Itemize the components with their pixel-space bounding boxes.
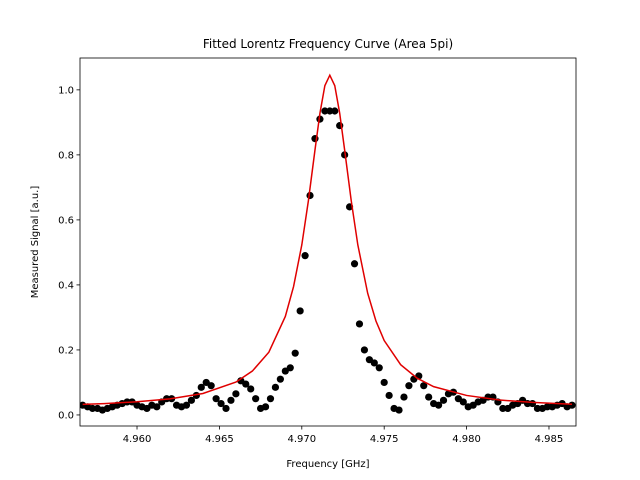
data-point (420, 382, 428, 390)
data-point (197, 383, 205, 391)
data-point (568, 401, 576, 409)
data-point (533, 404, 542, 413)
plot-area (80, 73, 576, 414)
data-point (296, 307, 304, 315)
data-point (355, 320, 364, 328)
data-point (252, 395, 260, 403)
data-point (439, 396, 448, 404)
y-tick-label: 0.2 (58, 345, 74, 356)
data-point (499, 404, 507, 413)
fit-curve (82, 73, 573, 406)
data-point (459, 398, 467, 406)
data-point (266, 395, 275, 403)
y-tick-label: 1.0 (58, 85, 74, 96)
x-tick-label: 4.965 (205, 434, 234, 445)
data-point (276, 375, 284, 383)
data-point (301, 252, 309, 260)
data-point (247, 385, 255, 393)
data-point (405, 382, 413, 390)
data-point (425, 393, 433, 401)
data-point (242, 380, 250, 388)
data-point (321, 107, 329, 115)
axes-frame (79, 57, 577, 427)
data-point (88, 404, 97, 413)
data-point (331, 107, 339, 115)
data-point (222, 404, 230, 413)
data-point (207, 382, 215, 390)
data-point (350, 260, 359, 268)
x-tick-label: 4.960 (123, 434, 152, 445)
data-point (227, 396, 235, 404)
data-point (212, 395, 220, 403)
x-tick-label: 4.980 (452, 434, 481, 445)
data-point (153, 403, 161, 411)
data-point (400, 393, 408, 401)
y-tick-label: 0.6 (58, 215, 74, 226)
data-point (291, 349, 299, 357)
data-point (360, 346, 369, 354)
data-point (271, 383, 280, 391)
y-axis-label: Measured Signal [a.u.] (30, 186, 41, 299)
x-axis-label: Frequency [GHz] (286, 459, 369, 470)
data-point (232, 390, 240, 398)
data-point (395, 406, 403, 414)
x-tick-label: 4.975 (370, 434, 399, 445)
chart-title: Fitted Lorentz Frequency Curve (Area 5pi… (203, 37, 453, 51)
data-point (316, 115, 324, 123)
data-point (182, 401, 191, 409)
data-point (434, 401, 443, 409)
data-point (286, 364, 294, 372)
data-point (326, 107, 334, 115)
data-point (370, 359, 378, 367)
y-tick-label: 0.4 (58, 280, 74, 291)
data-point (543, 403, 551, 411)
y-tick-label: 0.8 (58, 150, 74, 161)
data-point (261, 403, 270, 411)
x-tick-label: 4.985 (535, 434, 564, 445)
data-point (187, 396, 195, 404)
data-point (217, 399, 225, 408)
data-point (385, 391, 393, 400)
x-tick-label: 4.970 (287, 434, 316, 445)
data-point (375, 364, 383, 372)
data-point (380, 378, 388, 387)
y-tick-label: 0.0 (58, 410, 74, 421)
